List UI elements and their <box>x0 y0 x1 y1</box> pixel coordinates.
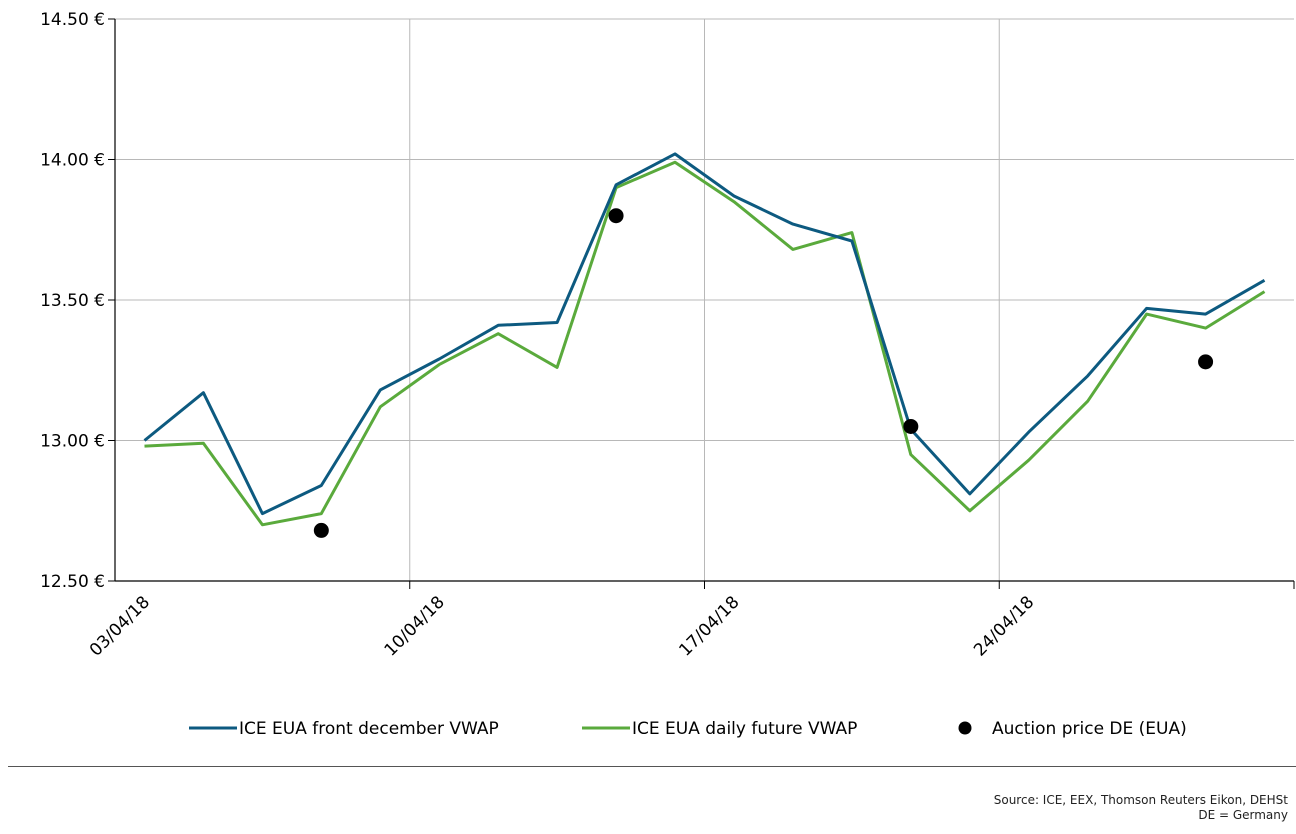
legend-label: ICE EUA daily future VWAP <box>632 719 857 739</box>
source-text: Source: ICE, EEX, Thomson Reuters Eikon,… <box>993 793 1288 807</box>
y-tick-label: 12.50 € <box>40 572 105 592</box>
auction-points <box>313 208 1214 538</box>
series-line <box>144 160 1266 527</box>
series-line <box>143 152 1266 516</box>
legend-swatch <box>958 721 972 735</box>
auction-point <box>1198 354 1214 370</box>
auction-point <box>903 418 919 434</box>
chart-series <box>143 152 1266 527</box>
y-tick-label: 13.50 € <box>40 291 105 311</box>
auction-point <box>608 208 624 224</box>
y-axis-ticks: 12.50 € 13.00 € 13.50 € 14.00 € 14.50 € <box>40 10 115 592</box>
chart-grid <box>115 18 1294 581</box>
chart-legend: ICE EUA front december VWAP ICE EUA daily… <box>189 719 1187 739</box>
x-tick-label: 03/04/18 <box>86 592 154 660</box>
legend-label: ICE EUA front december VWAP <box>239 719 499 739</box>
x-tick-label: 17/04/18 <box>675 592 743 660</box>
x-tick-label: 10/04/18 <box>381 592 449 660</box>
x-axis-ticks: 03/04/18 10/04/18 17/04/18 24/04/18 <box>86 581 1295 661</box>
legend-label: Auction price DE (EUA) <box>992 719 1187 739</box>
divider-line <box>8 766 1296 767</box>
x-tick-label: 24/04/18 <box>970 592 1038 660</box>
auction-point <box>313 522 329 538</box>
y-tick-label: 14.50 € <box>40 10 105 30</box>
y-tick-label: 14.00 € <box>40 151 105 171</box>
source-note: Source: ICE, EEX, Thomson Reuters Eikon,… <box>994 793 1288 823</box>
y-tick-label: 13.00 € <box>40 432 105 452</box>
footnote-text: DE = Germany <box>1198 808 1288 822</box>
